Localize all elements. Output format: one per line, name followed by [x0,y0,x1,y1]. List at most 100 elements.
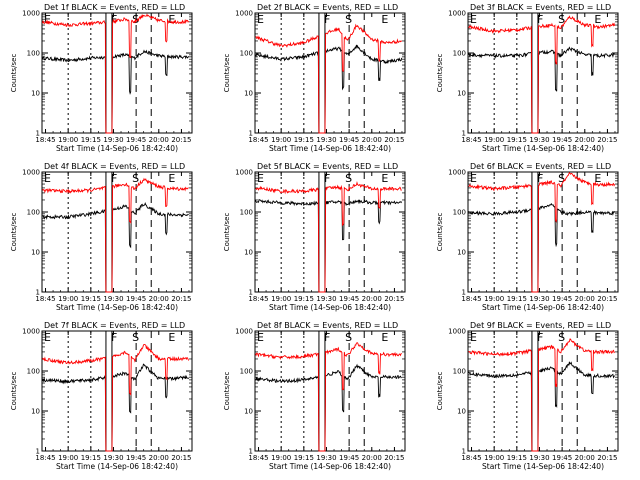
y-tick-label: 1000 [235,169,253,177]
event-marker-label: E [381,172,388,185]
event-marker-label: S [345,331,352,344]
x-tick-label: 20:00 [362,295,382,303]
x-axis-label: Start Time (14-Sep-06 18:42:40) [56,462,178,471]
series-events-line [255,44,403,134]
event-marker-label: F [537,13,543,26]
x-tick-label: 19:15 [294,454,314,462]
event-marker-label: E [44,13,51,26]
y-tick-label: 1 [36,448,40,456]
x-axis-label: Start Time (14-Sep-06 18:42:40) [269,144,391,153]
y-axis-label: Counts/sec [436,54,444,93]
y-tick-label: 100 [240,368,253,376]
y-tick-label: 1000 [235,328,253,336]
x-tick-label: 19:45 [552,295,572,303]
event-marker-label: F [324,172,330,185]
event-marker-label: F [111,331,117,344]
y-axis-label: Counts/sec [223,213,231,252]
x-tick-label: 18:45 [461,454,481,462]
x-axis-label: Start Time (14-Sep-06 18:42:40) [482,462,604,471]
event-marker-label: E [168,172,175,185]
x-axis-label: Start Time (14-Sep-06 18:42:40) [482,144,604,153]
x-tick-label: 20:00 [149,295,169,303]
plot-frame [467,330,619,452]
x-tick-label: 20:15 [597,136,617,144]
y-tick-label: 1 [462,289,466,297]
y-tick-label: 10 [31,90,40,98]
y-tick-label: 1 [462,130,466,138]
chart-title: Det 3f BLACK = Events, RED = LLD [470,3,611,12]
chart-title: Det 7f BLACK = Events, RED = LLD [44,321,185,330]
x-tick-label: 19:15 [81,136,101,144]
y-tick-label: 10 [457,90,466,98]
x-axis-label: Start Time (14-Sep-06 18:42:40) [269,303,391,312]
chart-title: Det 1f BLACK = Events, RED = LLD [44,3,185,12]
y-tick-label: 100 [27,209,40,217]
x-tick-label: 20:00 [149,454,169,462]
y-tick-label: 1 [462,448,466,456]
x-tick-label: 19:45 [552,454,572,462]
y-axis-label: Counts/sec [10,54,18,93]
x-tick-label: 19:15 [294,136,314,144]
x-tick-label: 20:15 [597,454,617,462]
x-tick-label: 19:30 [316,295,336,303]
x-tick-label: 20:15 [384,136,404,144]
chart-title: Det 2f BLACK = Events, RED = LLD [257,3,398,12]
y-tick-label: 1000 [235,10,253,18]
event-marker-label: S [558,331,565,344]
x-tick-label: 20:00 [362,454,382,462]
x-tick-label: 18:45 [35,454,55,462]
x-tick-label: 19:45 [126,136,146,144]
y-tick-label: 10 [31,408,40,416]
x-tick-label: 20:15 [171,454,191,462]
x-tick-label: 19:00 [484,136,504,144]
x-tick-label: 19:00 [484,454,504,462]
x-axis-label: Start Time (14-Sep-06 18:42:40) [56,144,178,153]
y-axis-label: Counts/sec [10,372,18,411]
y-tick-label: 1 [249,289,253,297]
x-tick-label: 19:00 [271,136,291,144]
y-tick-label: 1000 [448,328,466,336]
x-tick-label: 18:45 [35,136,55,144]
event-marker-label: E [470,13,477,26]
x-tick-label: 19:15 [507,454,527,462]
x-tick-label: 19:45 [339,454,359,462]
x-axis-label: Start Time (14-Sep-06 18:42:40) [482,303,604,312]
y-tick-label: 100 [27,368,40,376]
series-events-line [468,361,616,452]
series-events-line [255,198,403,293]
plot-frame [41,12,193,134]
event-marker-label: E [594,331,601,344]
event-marker-label: E [168,331,175,344]
x-tick-label: 20:15 [171,136,191,144]
x-tick-label: 20:00 [575,454,595,462]
y-axis-label: Counts/sec [10,213,18,252]
x-tick-label: 18:45 [461,295,481,303]
plot-frame [254,12,406,134]
y-tick-label: 1 [36,289,40,297]
plot-frame [254,330,406,452]
y-tick-label: 10 [457,249,466,257]
x-tick-label: 19:45 [339,136,359,144]
event-marker-label: E [257,331,264,344]
series-lld-line [255,23,403,134]
plot-frame [467,171,619,293]
x-tick-label: 20:00 [575,136,595,144]
y-tick-label: 10 [244,90,253,98]
event-marker-label: F [324,13,330,26]
y-axis-label: Counts/sec [436,213,444,252]
series-lld-line [42,13,190,134]
x-tick-label: 18:45 [35,295,55,303]
x-tick-label: 19:15 [81,295,101,303]
y-tick-label: 1000 [448,169,466,177]
x-axis-label: Start Time (14-Sep-06 18:42:40) [56,303,178,312]
event-marker-label: E [257,13,264,26]
plot-frame [467,12,619,134]
x-tick-label: 19:30 [103,136,123,144]
event-marker-label: S [345,13,352,26]
